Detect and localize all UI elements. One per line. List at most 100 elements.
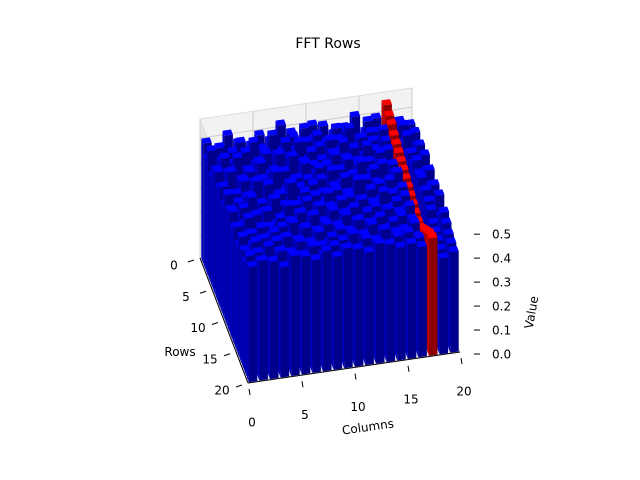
y-tick-label: 20	[214, 384, 229, 398]
bar-top	[360, 173, 372, 180]
bar-top	[245, 166, 256, 173]
bar-top	[420, 184, 432, 191]
bar-top	[271, 166, 282, 173]
bar-side	[222, 190, 225, 320]
bar-top	[400, 173, 412, 180]
bar-top	[270, 192, 281, 200]
bar-front	[333, 255, 343, 370]
bar	[405, 237, 417, 359]
bar-top	[287, 217, 299, 224]
bar-side	[218, 182, 221, 308]
bar	[310, 254, 321, 373]
bar-top	[423, 195, 434, 202]
bar-top	[278, 261, 290, 268]
bar-top	[232, 152, 243, 159]
bar-side	[331, 252, 334, 370]
bar-front	[323, 250, 332, 372]
bar-top	[329, 149, 341, 156]
bar-side	[427, 233, 430, 356]
bar-top	[299, 122, 310, 129]
bar-top	[334, 164, 346, 171]
bar-top	[286, 177, 297, 184]
bar-top	[386, 187, 398, 194]
bar-top	[289, 249, 300, 257]
bar-top	[235, 136, 246, 143]
bar-top	[403, 226, 414, 233]
bar-top	[257, 197, 268, 204]
z-tick-label: 0.1	[492, 324, 511, 338]
bar-top	[232, 221, 243, 228]
bar-side	[246, 262, 249, 383]
bar-top	[339, 171, 350, 179]
bar-top	[441, 217, 452, 224]
bar-top	[306, 146, 317, 153]
bar-front	[397, 246, 406, 361]
bar-side	[342, 243, 345, 369]
bar-top	[308, 240, 319, 247]
bar-top	[263, 240, 274, 247]
bar-top	[254, 129, 265, 136]
bar-side	[213, 167, 216, 295]
bar-side	[210, 166, 213, 289]
bar-front	[450, 250, 459, 353]
bar-top	[326, 231, 338, 238]
bar-top	[405, 118, 416, 126]
bar-top	[296, 206, 307, 214]
bar-top	[312, 129, 323, 136]
bar-front	[301, 255, 311, 375]
bar-top	[445, 237, 457, 244]
bar	[278, 261, 290, 378]
bar-top	[373, 178, 385, 185]
bar-top	[233, 196, 244, 204]
bar-top	[404, 200, 415, 207]
bar-top	[365, 126, 376, 133]
bar-top	[310, 254, 321, 261]
bar-side	[242, 256, 245, 370]
bar-top	[428, 217, 439, 224]
y-tick-label: 10	[190, 321, 205, 335]
bar-top	[252, 246, 264, 254]
bar-top	[246, 260, 258, 268]
x-tick	[354, 373, 357, 380]
bar-top	[349, 110, 361, 118]
bar-front	[344, 247, 353, 369]
bar-top	[307, 119, 318, 126]
y-tick-label: 15	[202, 352, 217, 366]
bar-front	[429, 237, 438, 356]
bar-top	[401, 129, 413, 136]
bar-top	[301, 195, 313, 202]
bar-top	[262, 178, 274, 186]
bar-top	[227, 206, 239, 213]
bar-top	[291, 199, 302, 206]
bar-top	[264, 221, 275, 228]
x-tick	[460, 357, 463, 365]
bar-side	[416, 242, 419, 358]
bar-top	[231, 188, 242, 195]
bar-top	[238, 202, 249, 209]
bar	[416, 240, 427, 358]
bar-side	[268, 256, 271, 380]
bar-top	[362, 206, 373, 213]
bar-top	[424, 164, 435, 171]
x-tick	[301, 381, 304, 388]
bar-top	[409, 126, 421, 133]
x-tick-label: 15	[403, 392, 418, 406]
bar-top	[310, 189, 321, 197]
bar-top	[219, 152, 230, 159]
x-tick-label: 20	[456, 385, 471, 399]
bar-front	[418, 245, 427, 358]
bar-top	[433, 189, 445, 196]
x-axis-label: Columns	[341, 416, 395, 437]
bar-top	[399, 189, 411, 197]
bar-top	[214, 142, 225, 149]
bar-side	[203, 154, 206, 270]
bar-side	[244, 251, 247, 376]
bar-top	[269, 226, 280, 233]
bar-side	[395, 242, 398, 361]
bar	[395, 241, 406, 361]
bar-top	[392, 230, 404, 237]
bar-top	[299, 186, 310, 193]
bar-top	[287, 150, 298, 157]
bar-top	[280, 136, 291, 143]
bar-side	[321, 246, 324, 372]
